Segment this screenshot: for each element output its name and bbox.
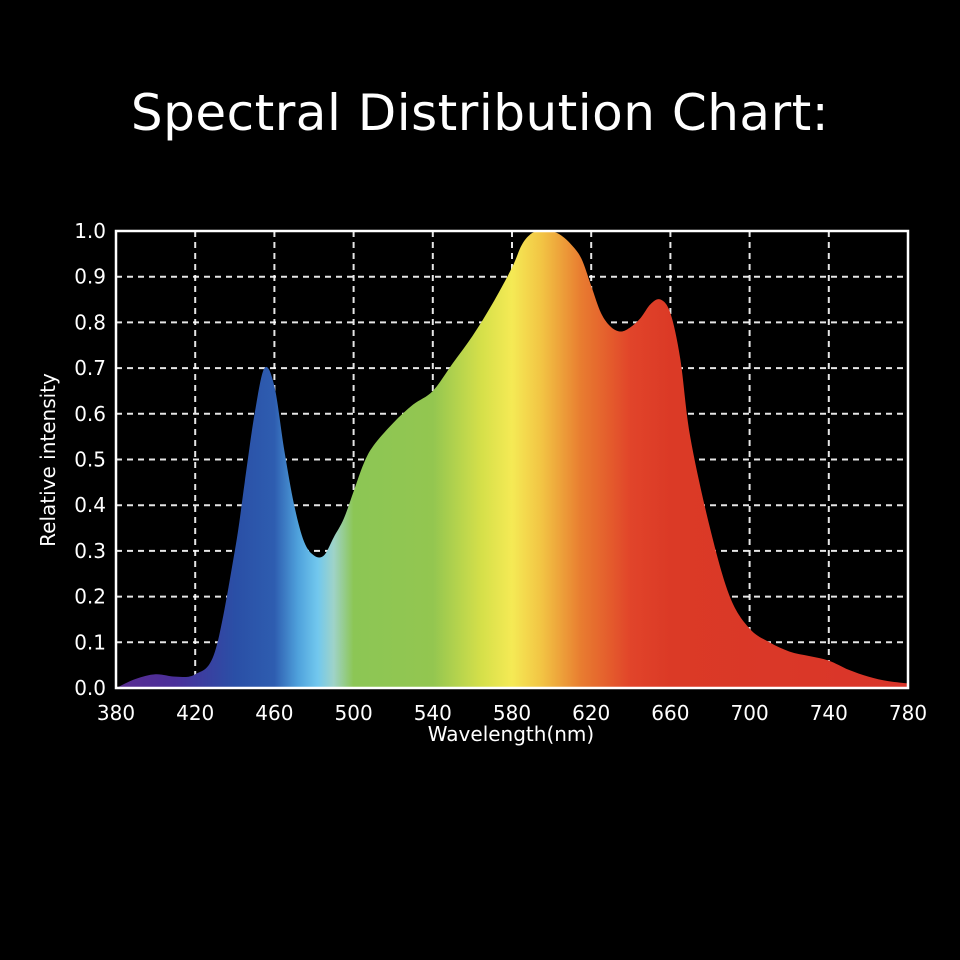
x-tick-label: 460 <box>255 701 293 725</box>
x-tick-label: 620 <box>572 701 610 725</box>
y-tick-label: 0.3 <box>74 539 106 563</box>
y-axis-label: Relative intensity <box>36 373 60 547</box>
y-tick-label: 0.7 <box>74 356 106 380</box>
plot-frame <box>114 229 910 690</box>
y-axis-ticks: 0.0 0.1 0.2 0.3 0.4 0.5 0.6 0.7 0.8 0.9 1.0 <box>74 219 106 700</box>
x-tick-label: 780 <box>889 701 927 725</box>
page-title: Spectral Distribution Chart: <box>130 84 830 142</box>
x-tick-label: 540 <box>414 701 452 725</box>
y-tick-label: 0.1 <box>74 630 106 654</box>
y-tick-label: 0.9 <box>74 265 106 289</box>
x-axis-ticks: 380 420 460 500 540 580 620 660 700 740 780 <box>97 701 927 725</box>
x-tick-label: 740 <box>810 701 848 725</box>
x-axis-label: Wavelength(nm) <box>428 722 594 746</box>
y-tick-label: 0.2 <box>74 585 106 609</box>
spectrum-area <box>116 230 908 688</box>
x-tick-label: 500 <box>335 701 373 725</box>
y-tick-label: 0.4 <box>74 493 106 517</box>
x-tick-label: 700 <box>731 701 769 725</box>
y-tick-label: 0.5 <box>74 448 106 472</box>
x-tick-label: 380 <box>97 701 135 725</box>
x-tick-label: 420 <box>176 701 214 725</box>
y-tick-label: 1.0 <box>74 219 106 243</box>
y-tick-label: 0.8 <box>74 310 106 334</box>
x-tick-label: 580 <box>493 701 531 725</box>
y-tick-label: 0.6 <box>74 402 106 426</box>
y-tick-label: 0.0 <box>74 676 106 700</box>
x-tick-label: 660 <box>651 701 689 725</box>
